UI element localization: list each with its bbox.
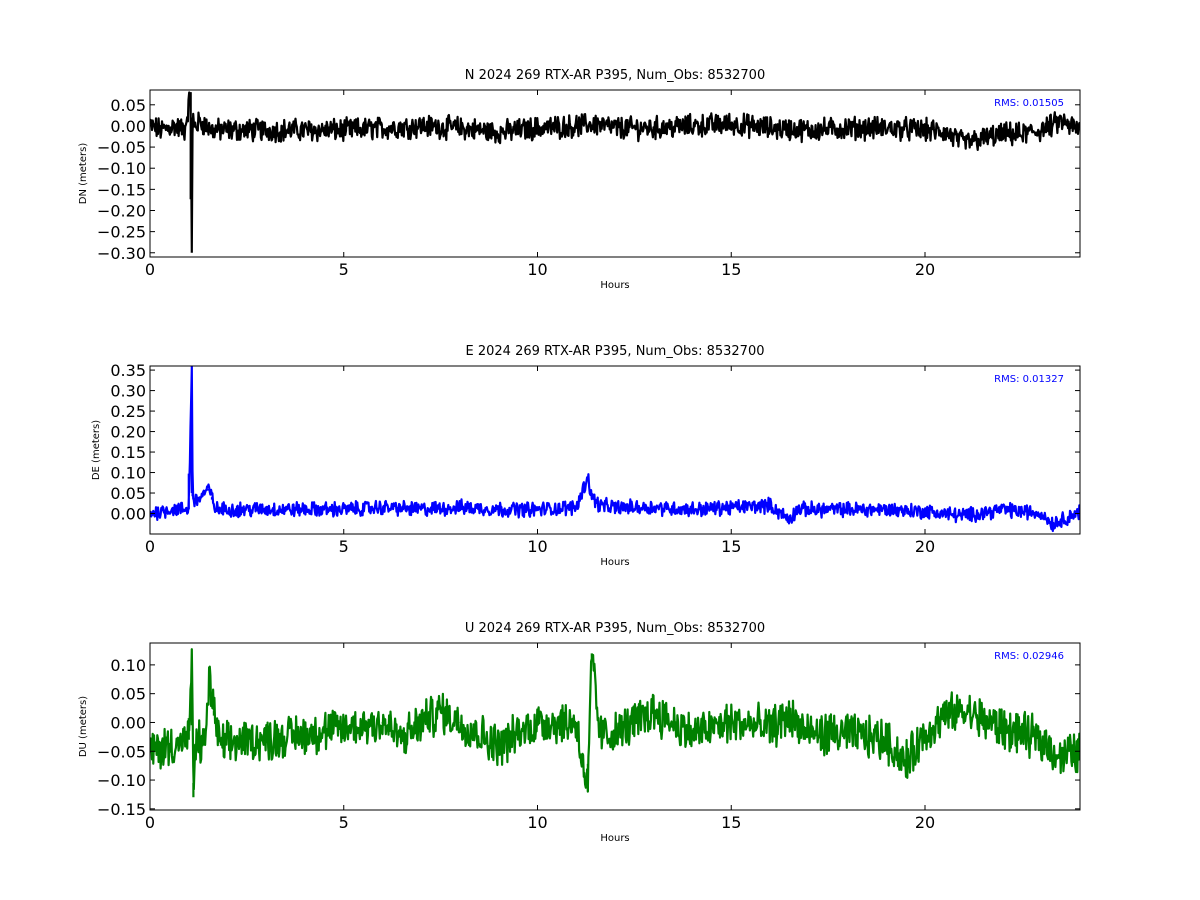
rms-annotation-up: RMS: 0.02946 [994, 651, 1064, 662]
y-tick-label: 0.30 [110, 382, 146, 401]
y-axis-label-east: DE (meters) [91, 420, 102, 480]
series-line-east [150, 366, 1080, 533]
y-axis-label-up: DU (meters) [78, 696, 89, 757]
y-tick-label: −0.10 [97, 159, 146, 178]
x-tick-label: 5 [339, 537, 349, 556]
y-tick-label: 0.00 [110, 505, 146, 524]
x-tick-label: 20 [915, 813, 935, 832]
y-tick-label: 0.00 [110, 713, 146, 732]
y-tick-label: −0.10 [97, 771, 146, 790]
panel-up: U 2024 269 RTX-AR P395, Num_Obs: 8532700… [78, 621, 1081, 844]
x-tick-label: 10 [527, 260, 547, 279]
y-tick-label: 0.05 [110, 484, 146, 503]
x-tick-label: 15 [721, 260, 741, 279]
axes-frame-east [149, 365, 1081, 535]
y-tick-label: 0.15 [110, 443, 146, 462]
y-tick-label: 0.10 [110, 464, 146, 483]
x-tick-label: 15 [721, 813, 741, 832]
series-line-up [150, 648, 1080, 798]
x-axis-label-up: Hours [600, 833, 629, 844]
y-axis-label-north: DN (meters) [78, 143, 89, 205]
panel-east: E 2024 269 RTX-AR P395, Num_Obs: 8532700… [91, 344, 1081, 568]
x-axis-label-north: Hours [600, 280, 629, 291]
y-tick-label: 0.05 [110, 96, 146, 115]
y-tick-label: −0.15 [97, 800, 146, 819]
y-tick-label: −0.05 [97, 138, 146, 157]
panel-north: N 2024 269 RTX-AR P395, Num_Obs: 8532700… [78, 68, 1081, 291]
chart-title-north: N 2024 269 RTX-AR P395, Num_Obs: 8532700 [465, 68, 765, 83]
y-tick-label: 0.25 [110, 402, 146, 421]
y-tick-label: 0.35 [110, 361, 146, 380]
axes-frame-up [149, 642, 1081, 811]
x-tick-label: 0 [145, 537, 155, 556]
x-tick-label: 5 [339, 260, 349, 279]
y-tick-label: 0.10 [110, 656, 146, 675]
x-tick-label: 5 [339, 813, 349, 832]
y-tick-label: −0.15 [97, 180, 146, 199]
x-tick-label: 15 [721, 537, 741, 556]
rms-annotation-east: RMS: 0.01327 [994, 374, 1064, 385]
chart-title-up: U 2024 269 RTX-AR P395, Num_Obs: 8532700 [465, 621, 765, 636]
y-tick-label: 0.00 [110, 117, 146, 136]
y-tick-label: −0.20 [97, 201, 146, 220]
x-tick-label: 20 [915, 537, 935, 556]
x-tick-label: 10 [527, 537, 547, 556]
x-axis-label-east: Hours [600, 557, 629, 568]
series-line-north [150, 91, 1080, 253]
y-tick-label: 0.20 [110, 423, 146, 442]
y-tick-label: −0.05 [97, 742, 146, 761]
x-tick-label: 0 [145, 260, 155, 279]
x-tick-label: 10 [527, 813, 547, 832]
y-tick-label: −0.30 [97, 244, 146, 263]
y-tick-label: 0.05 [110, 685, 146, 704]
x-tick-label: 0 [145, 813, 155, 832]
y-tick-label: −0.25 [97, 223, 146, 242]
chart-title-east: E 2024 269 RTX-AR P395, Num_Obs: 8532700 [466, 344, 765, 359]
x-tick-label: 20 [915, 260, 935, 279]
rms-annotation-north: RMS: 0.01505 [994, 98, 1064, 109]
axes-frame-north [149, 89, 1081, 258]
